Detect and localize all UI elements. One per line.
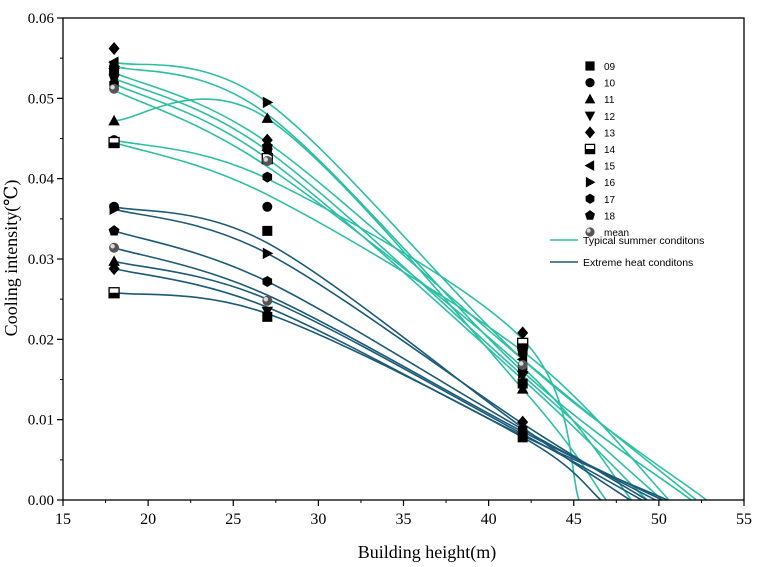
- x-tick-label: 25: [225, 511, 241, 528]
- fit-curves: [113, 61, 707, 501]
- legend-label-11: 11: [604, 95, 615, 106]
- legend-label-17: 17: [604, 195, 616, 206]
- y-tick-label: 0.02: [28, 332, 54, 348]
- marker-extreme-1: [109, 203, 121, 215]
- x-tick-label: 30: [310, 511, 326, 528]
- legend-label-18: 18: [604, 211, 616, 222]
- legend-label-15: 15: [604, 162, 616, 173]
- x-tick-label: 45: [566, 511, 582, 528]
- x-tick-label: 50: [651, 511, 667, 528]
- marker-mean-x18-highlight: [110, 84, 115, 90]
- marker-14-x18: [108, 136, 120, 149]
- fit-curve-summer-8: [113, 139, 580, 501]
- marker-extreme-9: [262, 295, 273, 306]
- marker-11-x27: [261, 112, 274, 123]
- y-axis-label: Cooling intensity(℃): [1, 180, 22, 337]
- data-markers: [108, 42, 529, 443]
- marker-extreme-4: [108, 255, 120, 266]
- legend-label-14: 14: [604, 145, 616, 156]
- y-tick-label: 0.06: [28, 11, 55, 27]
- marker-mean-x27-highlight: [263, 157, 269, 162]
- y-tick-label: 0.01: [28, 413, 54, 429]
- marker-extreme-3-highlight: [110, 244, 115, 249]
- legend-marker-12: [584, 111, 596, 122]
- marker-09-x27: [262, 225, 273, 236]
- marker-16-x27: [262, 96, 274, 109]
- legend-marker-14-fill: [585, 149, 595, 154]
- x-tick-label: 20: [140, 511, 156, 528]
- marker-16-x18: [109, 60, 121, 72]
- fit-curve-summer-7: [113, 141, 670, 501]
- x-tick-label: 15: [55, 511, 71, 528]
- fit-curve-extreme-15: [113, 291, 602, 501]
- y-tick-label: 0.05: [28, 91, 54, 107]
- marker-11-x42: [516, 383, 529, 394]
- fit-curve-summer-4: [113, 83, 648, 501]
- legend-marker-mean: [585, 227, 595, 237]
- legend-marker-16: [585, 176, 596, 188]
- legend-label-12: 12: [604, 112, 616, 123]
- legend-label-summer: Typical summer conditons: [583, 235, 704, 247]
- y-tick-label: 0.04: [28, 172, 55, 188]
- marker-13-x18: [108, 42, 120, 56]
- legend-label-09: 09: [604, 62, 616, 73]
- y-tick-label: 0.03: [28, 252, 54, 268]
- marker-extreme-2: [108, 225, 120, 236]
- fit-curve-summer-0: [113, 61, 707, 501]
- legend-marker-11: [584, 93, 596, 104]
- marker-extreme-9-highlight: [263, 297, 269, 302]
- legend-marker-18: [585, 210, 595, 220]
- legend-label-10: 10: [604, 79, 616, 90]
- fit-curve-extreme-13: [113, 260, 643, 501]
- fit-curve-summer-2: [113, 71, 697, 501]
- marker-mean-x42-highlight: [518, 361, 524, 366]
- marker-extreme-12: [517, 415, 529, 429]
- fit-curve-summer-5: [113, 89, 633, 501]
- marker-18-x27: [261, 140, 273, 152]
- marker-17-x27: [262, 171, 273, 183]
- legend-label-extreme: Extreme heat conditons: [583, 257, 693, 269]
- fit-curve-extreme-9: [113, 206, 631, 501]
- legend-marker-09: [585, 61, 595, 71]
- x-tick-label: 55: [736, 511, 752, 528]
- marker-14-x18-fill: [109, 142, 120, 148]
- marker-11-x18: [108, 114, 120, 126]
- legend-marker-14: [584, 143, 596, 155]
- marker-extreme-15: [517, 432, 528, 443]
- marker-extreme-5: [108, 262, 120, 276]
- fit-curve-extreme-14: [113, 267, 668, 501]
- x-tick-label: 40: [481, 511, 497, 528]
- legend-label-13: 13: [604, 128, 616, 139]
- marker-extreme-11: [262, 311, 273, 322]
- x-tick-label: 35: [396, 511, 412, 528]
- legend-marker-15: [584, 160, 595, 171]
- marker-extreme-8: [262, 276, 273, 287]
- y-tick-label: 0.00: [28, 493, 54, 509]
- fit-curve-summer-1: [113, 65, 692, 501]
- marker-extreme-7: [262, 247, 274, 260]
- marker-18-x18: [108, 70, 120, 81]
- marker-10-x27: [262, 201, 273, 212]
- marker-extreme-3: [109, 242, 120, 253]
- marker-mean-x18: [109, 83, 120, 94]
- legend-label-16: 16: [604, 178, 616, 189]
- axes: 15 20 25 30 35 40 45 50 55 0.00 0.01 0.02 0.03 0.04 0.…: [28, 11, 752, 528]
- legend-label-mean: mean: [604, 228, 629, 239]
- marker-13-x42: [517, 326, 529, 340]
- marker-extreme-6: [108, 287, 120, 299]
- legend-marker-17: [585, 193, 595, 204]
- fit-curve-summer-3: [113, 77, 663, 501]
- legend-marker-mean-highlight: [586, 228, 591, 233]
- marker-mean-x42: [517, 360, 528, 371]
- x-axis-label: Building height(m): [358, 542, 497, 563]
- marker-mean-x27: [262, 155, 273, 166]
- marker-18-x42: [517, 345, 529, 356]
- legend-marker-10: [585, 78, 595, 88]
- legend-marker-13: [584, 126, 596, 139]
- marker-extreme-6-fill: [109, 292, 120, 298]
